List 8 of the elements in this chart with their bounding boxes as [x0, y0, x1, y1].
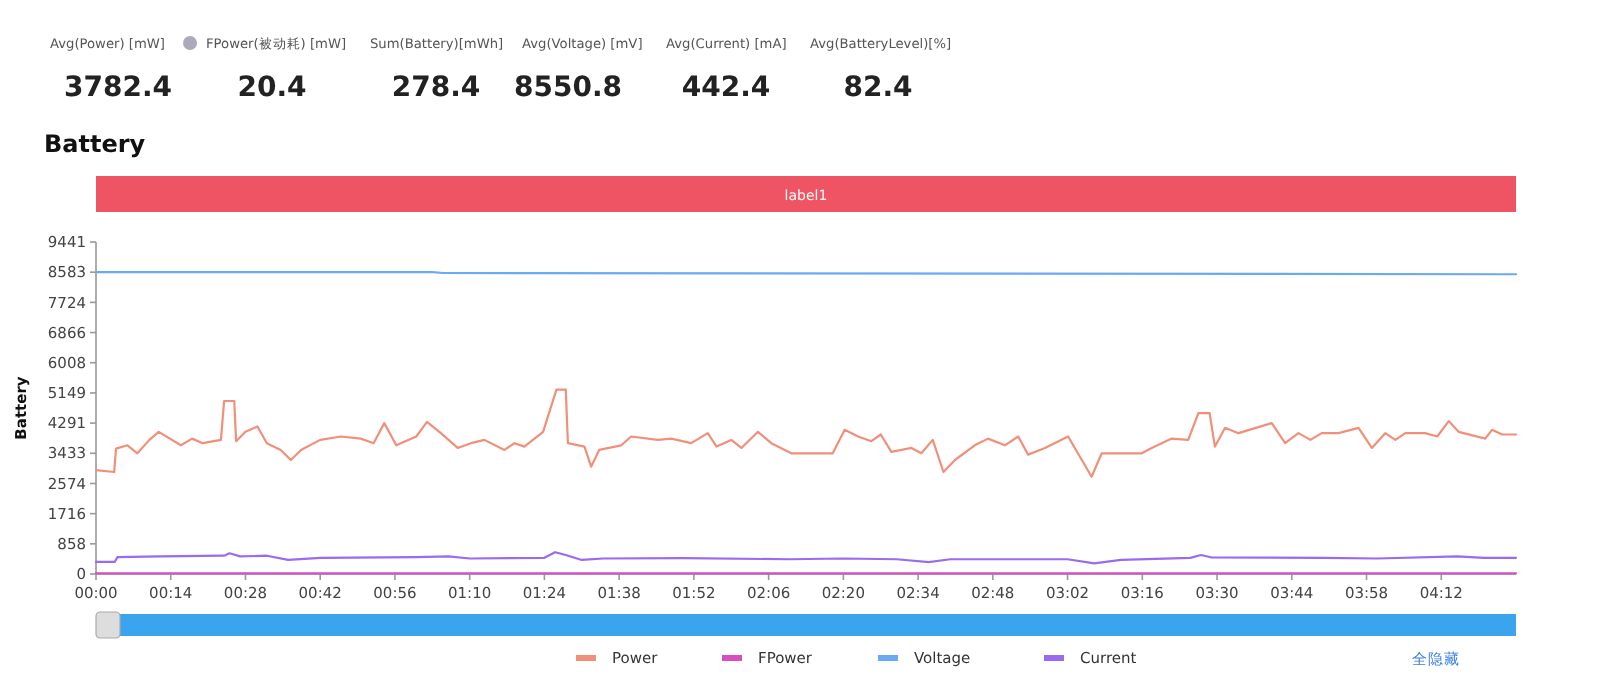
line-series: [94, 388, 1518, 478]
data-label: 20.4: [237, 72, 308, 104]
data-label: 442.4: [681, 72, 771, 104]
data-label: 3782.4: [63, 72, 173, 104]
data-label: 8550.8: [513, 72, 623, 104]
data-label: 82.4: [843, 72, 914, 104]
data-label: 278.4: [391, 72, 481, 104]
chart-title: Battery: [44, 130, 146, 158]
